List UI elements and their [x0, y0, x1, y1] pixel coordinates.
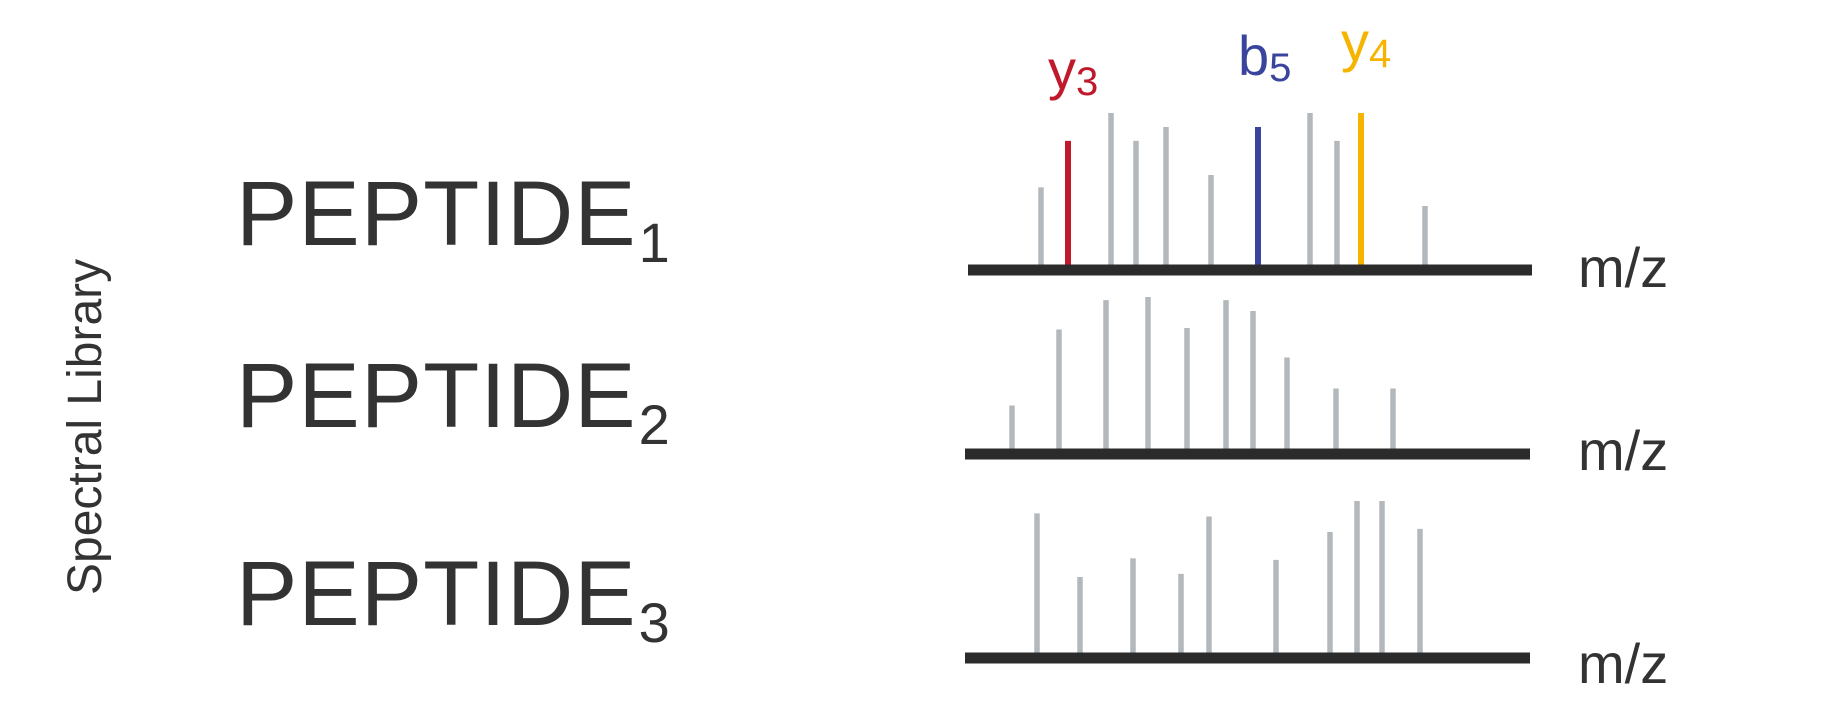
peptide-1-label: PEPTIDE1	[236, 168, 671, 271]
peptide-2-name: PEPTIDE	[236, 345, 637, 447]
peptide-1-name: PEPTIDE	[236, 163, 637, 265]
peptide-2-label: PEPTIDE2	[236, 350, 671, 453]
spectrum-3	[965, 501, 1530, 664]
peptide-2-index: 2	[638, 392, 671, 456]
ion-label-y4: y4	[1341, 10, 1391, 76]
peptide-1-index: 1	[638, 210, 671, 274]
ion-label-b5: b5	[1238, 24, 1291, 90]
mz-axis-label-1: m/z	[1578, 236, 1669, 299]
spectrum-2	[965, 297, 1530, 460]
mz-axis-label-3: m/z	[1578, 632, 1669, 695]
peptide-3-label: PEPTIDE3	[236, 548, 671, 651]
peptide-3-name: PEPTIDE	[236, 543, 637, 645]
mz-axis-label-2: m/z	[1578, 419, 1669, 482]
spectrum-1: y3 b5 y4	[968, 10, 1532, 276]
ion-label-y3: y3	[1048, 38, 1098, 104]
peptide-3-index: 3	[638, 590, 671, 654]
